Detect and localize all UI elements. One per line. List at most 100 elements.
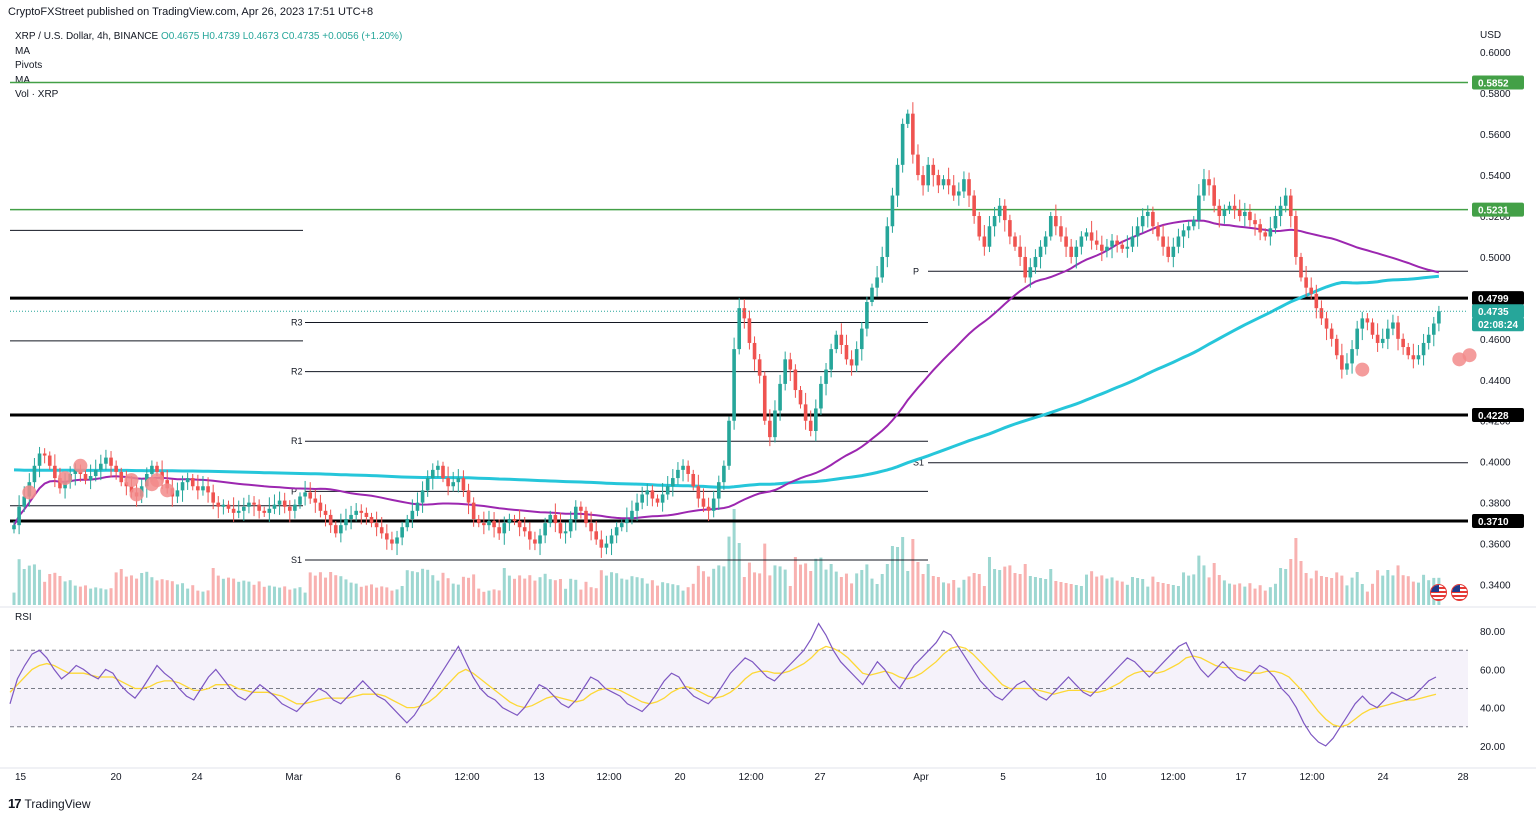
candle-body[interactable] — [385, 533, 389, 540]
candle-body[interactable] — [344, 519, 348, 526]
candle-body[interactable] — [844, 344, 849, 360]
candle-body[interactable] — [206, 486, 210, 493]
candle-body[interactable] — [1002, 205, 1007, 221]
candle-body[interactable] — [1375, 334, 1380, 343]
candle-body[interactable] — [53, 465, 57, 479]
candle-body[interactable] — [1314, 293, 1319, 309]
candle-body[interactable] — [609, 535, 614, 544]
candle-body[interactable] — [706, 506, 711, 511]
candle-body[interactable] — [1140, 216, 1145, 227]
candle-body[interactable] — [58, 478, 62, 489]
candle-body[interactable] — [1197, 195, 1201, 221]
candle-body[interactable] — [783, 359, 787, 384]
candle-body[interactable] — [722, 465, 726, 483]
candle-body[interactable] — [788, 359, 793, 370]
candle-body[interactable] — [221, 504, 226, 507]
footer-brand[interactable]: TradingView — [24, 796, 91, 811]
candle-body[interactable] — [1054, 216, 1058, 227]
candle-body[interactable] — [1038, 246, 1043, 257]
candle-body[interactable] — [1426, 334, 1431, 343]
candle-body[interactable] — [1120, 244, 1125, 249]
candle-body[interactable] — [650, 490, 655, 499]
candle-body[interactable] — [543, 523, 547, 536]
candle-body[interactable] — [1222, 209, 1227, 217]
candle-body[interactable] — [1171, 246, 1176, 257]
candle-body[interactable] — [73, 469, 78, 474]
candle-body[interactable] — [1151, 211, 1155, 227]
candle-body[interactable] — [482, 523, 486, 526]
candle-body[interactable] — [579, 506, 583, 511]
candle-body[interactable] — [982, 236, 987, 247]
candle-body[interactable] — [1145, 211, 1150, 217]
candle-body[interactable] — [1033, 256, 1038, 268]
candle-body[interactable] — [1370, 322, 1375, 335]
candle-body[interactable] — [349, 514, 353, 520]
candle-body[interactable] — [711, 498, 716, 511]
candle-body[interactable] — [1401, 338, 1405, 348]
candle-body[interactable] — [461, 478, 466, 491]
candle-body[interactable] — [150, 465, 154, 474]
candle-body[interactable] — [410, 510, 415, 520]
candle-body[interactable] — [614, 527, 619, 536]
rsi-pane-label[interactable]: RSI — [15, 612, 32, 623]
candle-body[interactable] — [226, 504, 231, 509]
candle-body[interactable] — [798, 390, 803, 405]
candle-body[interactable] — [752, 342, 757, 360]
candle-body[interactable] — [185, 478, 190, 483]
candle-body[interactable] — [1365, 318, 1370, 323]
candle-body[interactable] — [1258, 224, 1262, 233]
candle-body[interactable] — [604, 543, 609, 548]
candle-body[interactable] — [17, 506, 21, 526]
candle-body[interactable] — [242, 506, 246, 511]
candle-body[interactable] — [1278, 205, 1283, 217]
candle-body[interactable] — [456, 478, 461, 483]
candle-body[interactable] — [793, 369, 798, 391]
candle-body[interactable] — [42, 453, 47, 456]
candle-body[interactable] — [201, 486, 205, 491]
candle-body[interactable] — [716, 482, 721, 499]
candle-body[interactable] — [701, 498, 706, 507]
candle-body[interactable] — [548, 514, 553, 524]
candle-body[interactable] — [645, 490, 650, 495]
candle-body[interactable] — [119, 471, 124, 483]
candle-body[interactable] — [1018, 246, 1022, 257]
candle-body[interactable] — [1048, 216, 1053, 237]
candle-body[interactable] — [257, 504, 261, 511]
candle-body[interactable] — [533, 539, 537, 544]
candle-body[interactable] — [946, 179, 951, 186]
candle-body[interactable] — [354, 510, 358, 515]
candle-body[interactable] — [900, 123, 905, 165]
candle-body[interactable] — [854, 349, 859, 366]
candle-body[interactable] — [1386, 328, 1390, 339]
candle-body[interactable] — [405, 519, 410, 528]
candle-body[interactable] — [1273, 216, 1278, 229]
candle-body[interactable] — [267, 508, 272, 513]
candle-body[interactable] — [293, 504, 297, 511]
candle-body[interactable] — [921, 175, 925, 186]
candle-body[interactable] — [895, 164, 900, 196]
candle-body[interactable] — [619, 523, 624, 528]
candle-body[interactable] — [553, 514, 558, 524]
candle-body[interactable] — [1411, 355, 1416, 360]
candle-body[interactable] — [83, 473, 88, 481]
candle-body[interactable] — [630, 510, 634, 520]
candle-body[interactable] — [1084, 232, 1089, 237]
candle-body[interactable] — [446, 478, 450, 487]
candle-body[interactable] — [236, 510, 241, 513]
candle-body[interactable] — [175, 490, 180, 497]
candle-body[interactable] — [114, 465, 118, 472]
candle-body[interactable] — [972, 195, 976, 217]
candle-body[interactable] — [1110, 240, 1114, 247]
candle-body[interactable] — [737, 308, 742, 350]
candle-body[interactable] — [599, 539, 604, 548]
candle-body[interactable] — [487, 521, 491, 526]
candle-body[interactable] — [911, 113, 915, 155]
candle-body[interactable] — [359, 510, 364, 513]
candle-body[interactable] — [1345, 363, 1349, 370]
candle-body[interactable] — [778, 383, 782, 411]
candle-body[interactable] — [1028, 267, 1033, 278]
candle-body[interactable] — [1355, 328, 1359, 350]
candle-body[interactable] — [93, 469, 98, 477]
candle-body[interactable] — [272, 504, 277, 509]
